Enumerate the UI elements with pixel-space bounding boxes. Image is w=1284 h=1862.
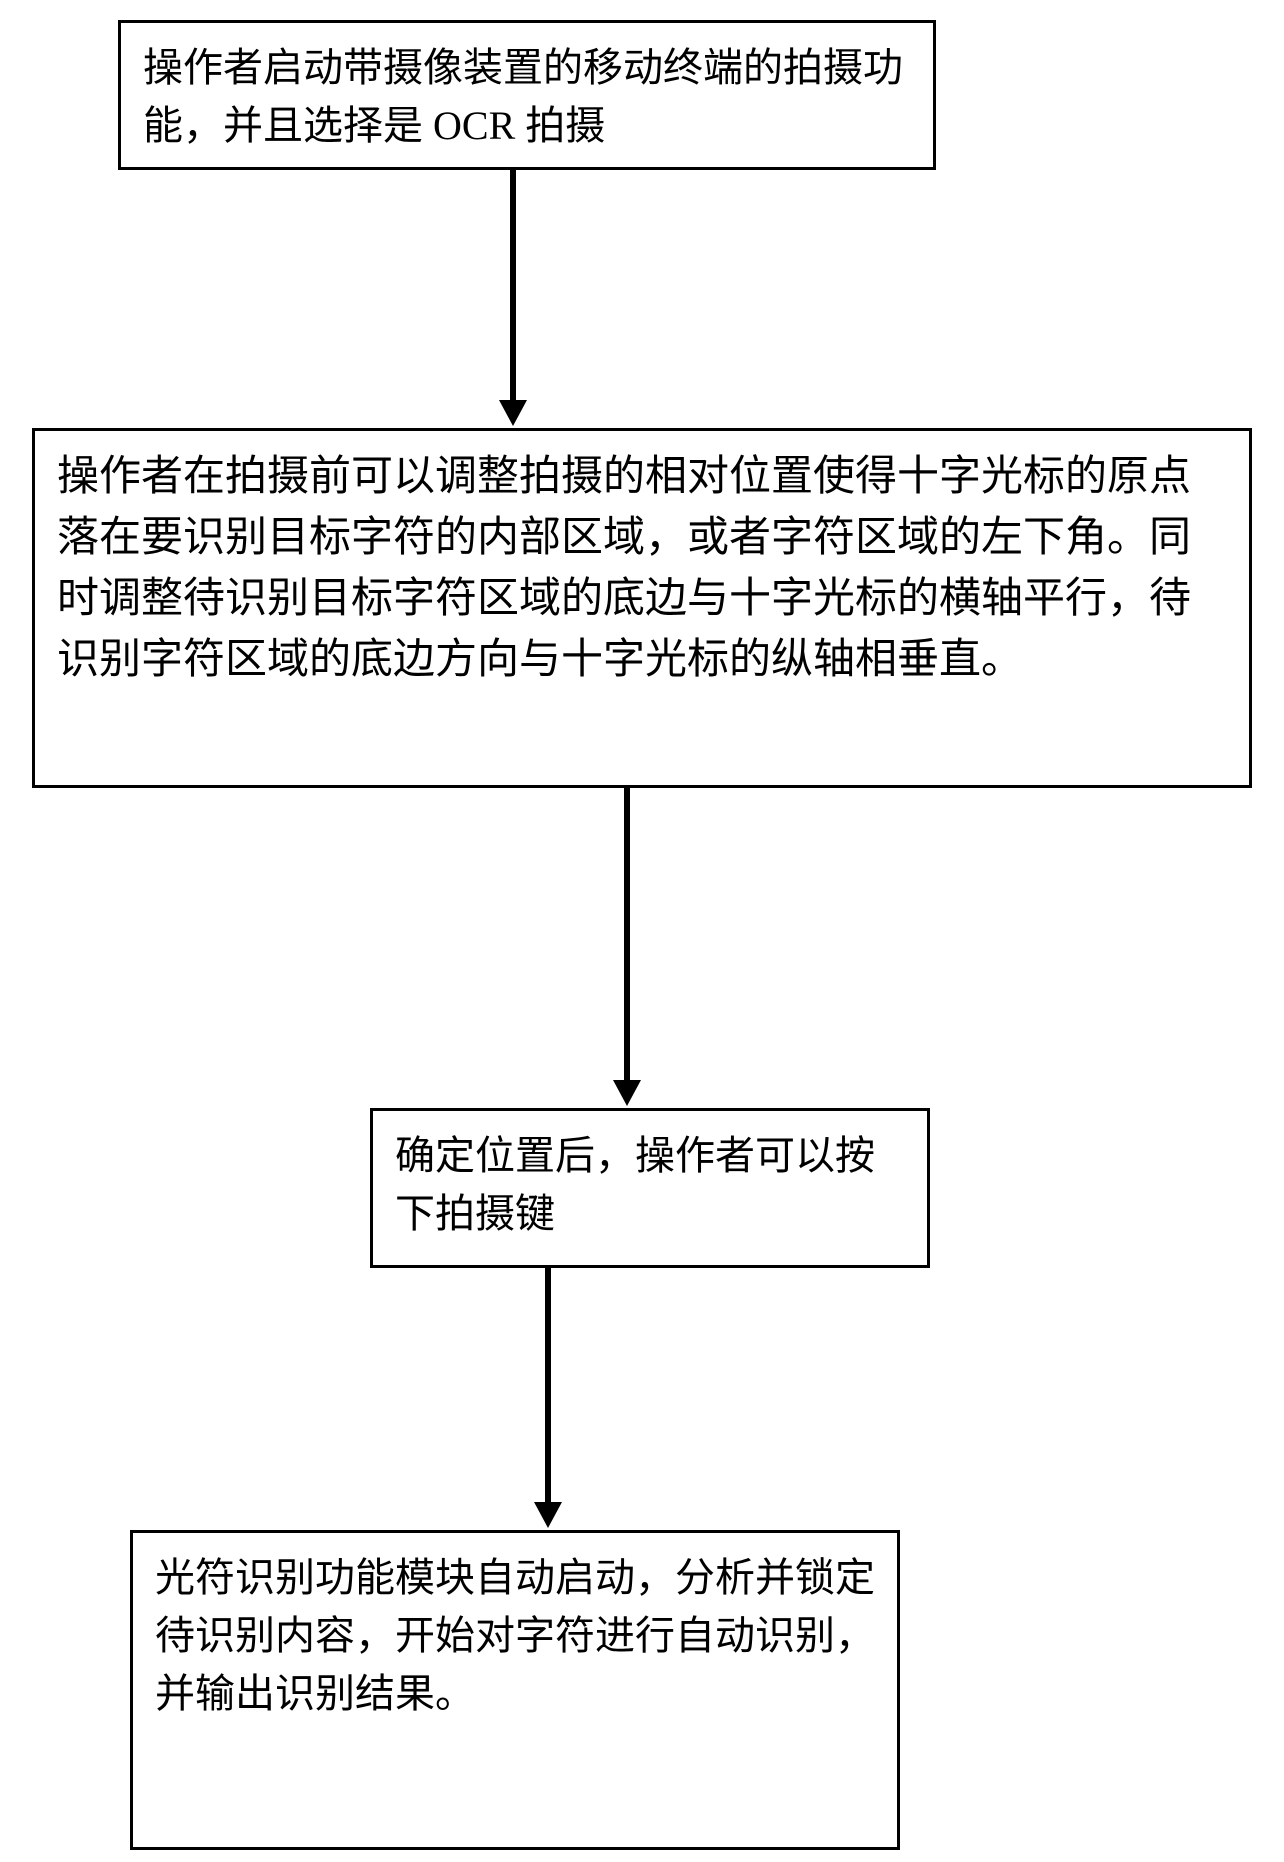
flowchart-canvas: 操作者启动带摄像装置的移动终端的拍摄功能，并且选择是 OCR 拍摄 操作者在拍摄… [0, 0, 1284, 1862]
node-4-text: 光符识别功能模块自动启动，分析并锁定待识别内容，开始对字符进行自动识别，并输出识… [155, 1555, 875, 1716]
flow-arrow-2-line [624, 788, 630, 1082]
flow-arrow-1-line [510, 170, 516, 402]
flow-arrow-2-head [613, 1080, 641, 1106]
node-3-text: 确定位置后，操作者可以按下拍摄键 [395, 1133, 875, 1236]
flow-arrow-3-head [534, 1502, 562, 1528]
flowchart-node-3: 确定位置后，操作者可以按下拍摄键 [370, 1108, 930, 1268]
flowchart-node-2: 操作者在拍摄前可以调整拍摄的相对位置使得十字光标的原点落在要识别目标字符的内部区… [32, 428, 1252, 788]
flowchart-node-1: 操作者启动带摄像装置的移动终端的拍摄功能，并且选择是 OCR 拍摄 [118, 20, 936, 170]
node-2-text: 操作者在拍摄前可以调整拍摄的相对位置使得十字光标的原点落在要识别目标字符的内部区… [57, 454, 1191, 683]
flow-arrow-1-head [499, 400, 527, 426]
flow-arrow-3-line [545, 1268, 551, 1504]
node-1-text: 操作者启动带摄像装置的移动终端的拍摄功能，并且选择是 OCR 拍摄 [143, 45, 903, 148]
flowchart-node-4: 光符识别功能模块自动启动，分析并锁定待识别内容，开始对字符进行自动识别，并输出识… [130, 1530, 900, 1850]
